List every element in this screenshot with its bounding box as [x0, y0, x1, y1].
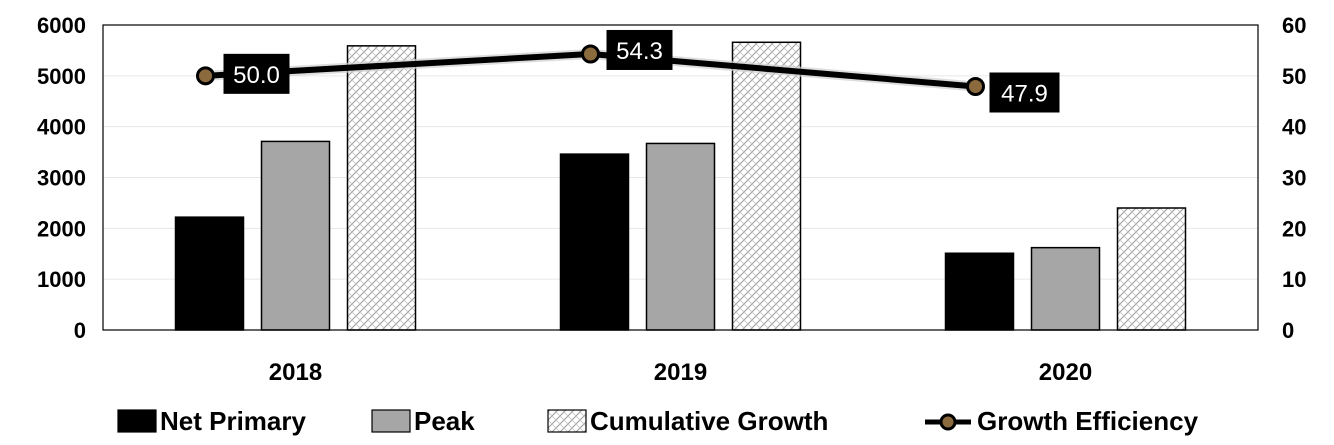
line-point [966, 77, 985, 97]
data-label-box [606, 29, 673, 70]
data-label: 50.0 [233, 62, 280, 89]
x-axis-categories: 2018 2019 2020 [269, 359, 1092, 386]
bar-peak [260, 140, 331, 331]
data-label-box [223, 53, 290, 94]
y-right-tick-label: 0 [1282, 318, 1294, 343]
bars-layer [174, 41, 1187, 331]
legend-label: Peak [414, 406, 475, 436]
bar-cumulative-growth [1116, 207, 1187, 331]
y-right-tick-label: 30 [1282, 166, 1306, 191]
bar-peak [1030, 246, 1101, 331]
y-right-tick-label: 50 [1282, 64, 1306, 89]
right-axis-ticks: 0 10 20 30 40 50 60 [1282, 13, 1306, 343]
legend-label: Growth Efficiency [977, 406, 1199, 436]
y-left-tick-label: 6000 [37, 13, 86, 38]
line-point [196, 66, 215, 86]
data-label: 47.9 [1001, 81, 1048, 108]
y-right-tick-label: 20 [1282, 216, 1306, 241]
bar-net-primary [174, 216, 245, 331]
y-right-tick-label: 40 [1282, 115, 1306, 140]
line-point [581, 44, 600, 64]
bar-net-primary [559, 153, 630, 331]
y-left-tick-label: 1000 [37, 267, 86, 292]
bar-net-primary [944, 252, 1015, 331]
legend-marker [939, 413, 957, 431]
y-left-tick-label: 0 [74, 318, 86, 343]
legend-label: Net Primary [160, 406, 306, 436]
x-category-label: 2020 [1039, 359, 1092, 386]
legend-swatch [371, 409, 411, 433]
legend-label: Cumulative Growth [590, 406, 828, 436]
y-left-tick-label: 5000 [37, 64, 86, 89]
plot-area-border [102, 24, 1259, 331]
legend: Net Primary Peak Cumulative Growth Growth E… [117, 406, 1199, 436]
y-left-tick-label: 3000 [37, 166, 86, 191]
x-category-label: 2019 [654, 359, 707, 386]
plot-frame [102, 24, 1259, 331]
data-label-box [989, 72, 1060, 113]
data-label: 54.3 [616, 38, 663, 65]
bar-cumulative-growth [346, 45, 417, 331]
left-axis-ticks: 0 1000 2000 3000 4000 5000 6000 [37, 13, 86, 343]
x-category-label: 2018 [269, 359, 322, 386]
legend-swatch [547, 409, 587, 433]
line-layer: 50.0 54.3 47.9 [196, 29, 1060, 113]
y-right-tick-label: 10 [1282, 267, 1306, 292]
y-right-tick-label: 60 [1282, 13, 1306, 38]
legend-swatch [117, 409, 157, 433]
y-left-tick-label: 4000 [37, 115, 86, 140]
bar-peak [645, 142, 716, 331]
y-left-tick-label: 2000 [37, 216, 86, 241]
bar-cumulative-growth [731, 41, 802, 331]
